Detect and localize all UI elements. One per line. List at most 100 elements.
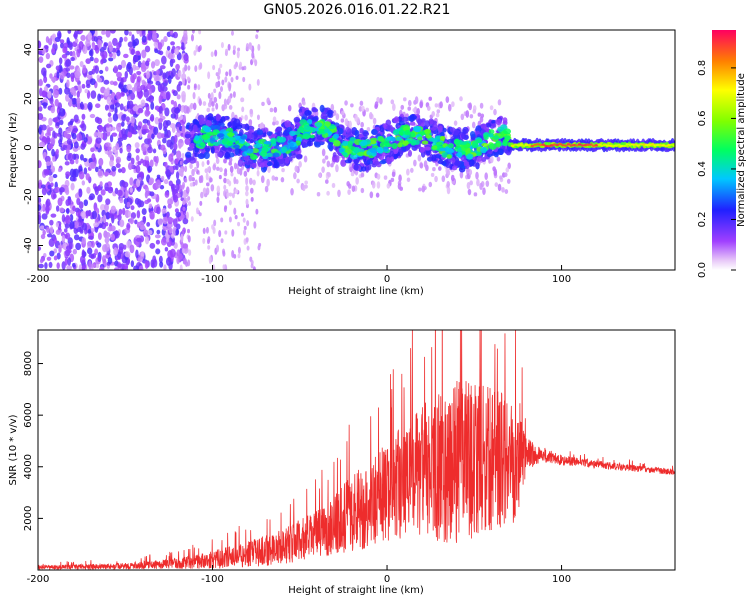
spectrogram-cell xyxy=(406,144,411,151)
spectrogram-cell xyxy=(147,33,152,41)
spectrogram-cell xyxy=(109,80,115,85)
spectrogram-cell xyxy=(73,168,79,178)
spectrogram-cell xyxy=(228,68,232,77)
spectrogram-cell xyxy=(233,64,237,70)
spectrogram-cell xyxy=(344,159,352,164)
spectrogram-cell xyxy=(338,148,345,153)
spectrogram-cell xyxy=(664,144,669,148)
spectrogram-cell xyxy=(173,142,178,151)
spectrogram-cell xyxy=(147,165,153,173)
spectrogram-cell xyxy=(428,96,433,101)
spectrogram-cell xyxy=(439,101,443,109)
spectrogram-cell xyxy=(105,198,111,205)
spectrogram-cell xyxy=(73,227,79,235)
spectrogram-cell xyxy=(522,144,526,147)
spectrogram-cell xyxy=(295,140,302,146)
spectrogram-cell xyxy=(71,262,76,268)
spectrogram-cell xyxy=(141,129,147,135)
spectrogram-cell xyxy=(219,86,223,93)
spectrogram-cell xyxy=(435,135,442,140)
spectrogram-cell xyxy=(144,109,150,117)
spectrogram-cell xyxy=(81,180,86,186)
spectrogram-cell xyxy=(266,161,273,167)
spectrogram-cell xyxy=(180,105,184,113)
snr-x-axis: -200 -100 0 100 xyxy=(27,565,571,585)
spectrogram-cell xyxy=(625,143,629,146)
spectrogram-cell xyxy=(68,98,73,108)
spectrogram-cell xyxy=(225,48,229,54)
spectrogram-cell xyxy=(231,111,235,120)
spectrogram-cell xyxy=(224,230,228,235)
spectrogram-cell xyxy=(140,252,145,257)
spectrogram-cell xyxy=(61,261,66,270)
spectrogram-cell xyxy=(460,155,466,162)
spectrogram-cell xyxy=(40,184,46,189)
spectrogram-cell xyxy=(96,117,103,125)
spectrogram-cell xyxy=(656,143,660,147)
spectrogram-cell xyxy=(183,53,189,62)
spectrogram-cell xyxy=(252,266,256,270)
spectrogram-cell xyxy=(250,197,254,202)
y-tick-label: 40 xyxy=(23,43,34,56)
spectrogram-cell xyxy=(541,143,546,146)
spectrogram-cell xyxy=(240,124,248,129)
spectrogram-cell xyxy=(385,119,392,126)
spectrogram-cell xyxy=(184,64,188,72)
spectrogram-cell xyxy=(231,192,235,199)
spectrogram-cell xyxy=(414,96,419,104)
spectrogram-cell xyxy=(78,201,84,209)
spectrogram-cell xyxy=(471,143,479,149)
spectrogram-cell xyxy=(123,53,129,59)
spectrogram-cell xyxy=(228,216,232,223)
spectrogram-cell xyxy=(232,49,236,56)
spectrogram-cell xyxy=(580,144,585,147)
spectrogram-cell xyxy=(133,55,139,62)
spectrogram-cell xyxy=(130,260,135,268)
spectrogram-cell xyxy=(70,76,75,83)
spectrogram-cell xyxy=(594,144,599,147)
spectrogram-cell xyxy=(74,70,81,79)
spectrogram-cell xyxy=(43,168,50,176)
spectrogram-cell xyxy=(476,178,480,187)
spectrogram-cell xyxy=(96,77,103,83)
spectrogram-cell xyxy=(163,178,169,185)
spectrogram-cell xyxy=(85,173,90,181)
spectrogram-cell xyxy=(44,155,51,163)
spectrogram-cell xyxy=(79,154,84,161)
spectrogram-cell xyxy=(248,83,252,91)
spectrogram-cell xyxy=(104,104,109,111)
spectrogram-cell xyxy=(438,166,442,171)
spectrogram-cell xyxy=(96,242,102,248)
spectrogram-cell xyxy=(205,147,210,152)
spectrogram-cell xyxy=(65,188,70,196)
spectrogram-cell xyxy=(149,116,155,122)
spectrogram-cell xyxy=(293,172,297,180)
spectrogram-cell xyxy=(181,126,185,133)
spectrogram-cell xyxy=(281,167,285,173)
spectrogram-cell xyxy=(38,263,44,269)
spectrogram-cell xyxy=(73,234,80,241)
spectrogram-cell xyxy=(82,64,87,74)
spectrogram-cell xyxy=(198,118,204,126)
spectrogram-cell xyxy=(438,125,443,133)
spectrogram-cell xyxy=(497,183,502,192)
spectrogram-cell xyxy=(75,242,82,251)
spectrogram-cell xyxy=(597,143,602,146)
spectrogram-cell xyxy=(65,208,70,214)
spectrogram-cell xyxy=(206,238,210,245)
spectrogram-cell xyxy=(493,168,498,176)
spectrogram-cell xyxy=(102,244,108,253)
spectrogram-cell xyxy=(66,79,70,89)
spectrogram-cell xyxy=(432,166,436,172)
spectrogram-cell xyxy=(45,161,51,167)
spectrogram-cell xyxy=(255,30,259,33)
spectrogram-cell xyxy=(59,39,65,44)
spectrogram-cell xyxy=(164,161,168,168)
spectrogram-cell xyxy=(56,252,61,260)
spectrogram-cell xyxy=(158,50,164,56)
spectrogram-cell xyxy=(64,249,71,257)
spectrogram-cell xyxy=(114,106,118,114)
spectrogram-cell xyxy=(162,72,167,80)
colorbar-tick-label: 0.4 xyxy=(697,161,708,177)
spectrogram-cell xyxy=(237,221,241,227)
